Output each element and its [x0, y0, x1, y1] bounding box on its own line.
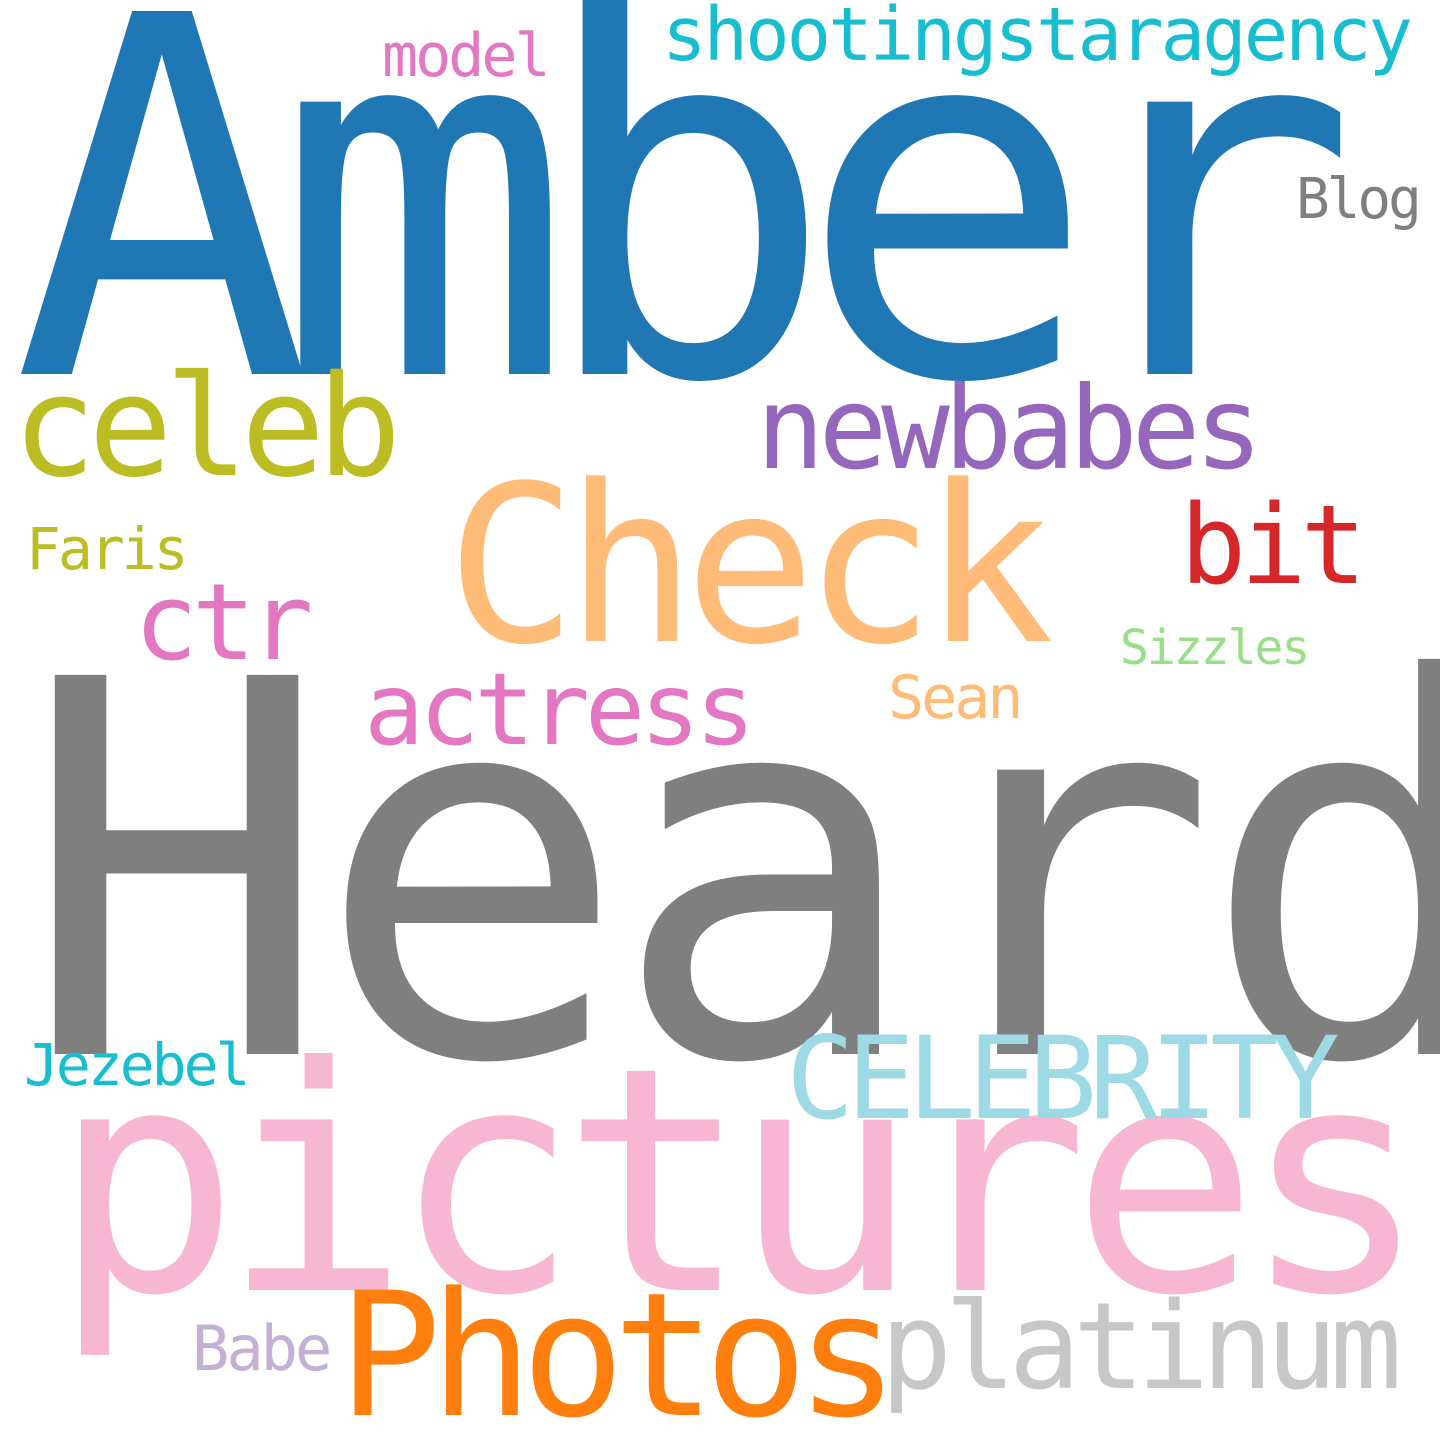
word-actress: actress: [364, 651, 755, 768]
word-bit: bit: [1180, 481, 1367, 609]
word-model: model: [382, 21, 551, 91]
word-blog: Blog: [1296, 167, 1422, 232]
word-faris: Faris: [26, 515, 189, 583]
word-sizzles: Sizzles: [1120, 620, 1310, 676]
word-newbabes: newbabes: [756, 362, 1263, 495]
word-shootingstaragency: shootingstaragency: [662, 0, 1413, 78]
word-amber: Amber: [12, 0, 1359, 492]
word-heard: Heard: [20, 571, 1440, 1177]
word-sean: Sean: [888, 663, 1023, 733]
word-platinum: platinum: [880, 1278, 1402, 1417]
word-jezebel: Jezebel: [24, 1031, 250, 1099]
word-celebrity: CELEBRITY: [786, 1012, 1340, 1145]
word-celeb: celeb: [12, 346, 401, 509]
word-ctr: ctr: [134, 561, 313, 684]
word-babe: Babe: [192, 1312, 332, 1385]
word-photos: Photos: [338, 1255, 899, 1456]
word-pictures: pictures: [52, 1000, 1429, 1364]
word-check: Check: [446, 440, 1054, 693]
